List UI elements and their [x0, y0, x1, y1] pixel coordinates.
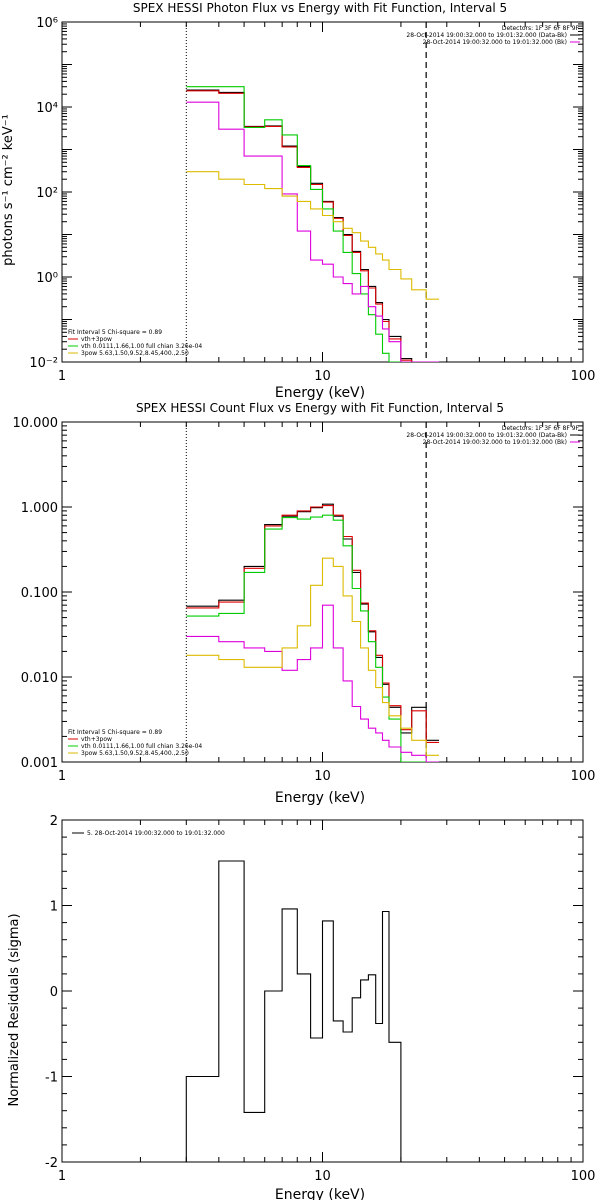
residuals-panel: Energy (keV) Normalized Residuals (sigma…: [7, 814, 595, 1200]
header-legend-text: 28-Oct-2014 19:00:32.000 to 19:01:32.000…: [406, 32, 567, 39]
y-tick-label: 0.010: [21, 671, 58, 686]
legend-text: 5. 28-Oct-2014 19:00:32.000 to 19:01:32.…: [87, 830, 225, 837]
y-tick-label: 10.000: [13, 416, 59, 431]
x-tick-label: 1: [58, 1169, 66, 1184]
photon-flux-panel: SPEX HESSI Photon Flux vs Energy with Fi…: [1, 1, 595, 401]
header-legend-text: 28-Oct-2014 19:00:32.000 to 19:01:32.000…: [406, 432, 567, 439]
series-line: [186, 90, 439, 362]
header-legend-text: Detectors: 1F 3F 6F 8F 9F: [502, 25, 580, 32]
series-line: [186, 514, 439, 762]
series-line: [186, 505, 439, 743]
y-tick-label: -1: [45, 1071, 58, 1086]
y-tick-label: 10²: [36, 186, 58, 201]
x-axis-label: Energy (keV): [275, 1187, 365, 1200]
plot-frame: [61, 421, 584, 763]
series-line: [186, 101, 439, 362]
fit-legend-text: vth+3pow: [81, 336, 112, 343]
header-legend-text: 28-Oct-2014 19:00:32.000 to 19:01:32.000…: [423, 439, 567, 446]
y-tick-label: -2: [45, 1156, 58, 1171]
series-line: [186, 171, 439, 300]
x-tick-label: 10: [314, 1169, 331, 1184]
y-tick-label: 0: [50, 985, 58, 1000]
fit-legend-text: 3pow 5.63,1.50,9.52,8.45,400.,2.50: [81, 750, 189, 757]
count-flux-panel: SPEX HESSI Count Flux vs Energy with Fit…: [13, 401, 596, 806]
x-tick-label: 1: [58, 769, 66, 784]
x-axis-label: Energy (keV): [275, 790, 365, 806]
fit-legend-text: vth 0.0111,1.66,1.00 full chian 3.26e-04: [81, 743, 202, 750]
series-line: [185, 860, 427, 1162]
fit-legend-text: vth+3pow: [81, 736, 112, 743]
fit-legend-text: Fit Interval 5 Chi-square = 0.89: [68, 329, 162, 336]
y-tick-label: 10⁴: [36, 101, 58, 116]
fit-legend-text: Fit Interval 5 Chi-square = 0.89: [68, 729, 162, 736]
y-axis-label: photons s⁻¹ cm⁻² keV⁻¹: [1, 114, 16, 266]
y-axis-label: Normalized Residuals (sigma): [7, 913, 22, 1106]
y-tick-label: 0.100: [21, 586, 58, 601]
series-line: [186, 557, 439, 756]
chart-title: SPEX HESSI Photon Flux vs Energy with Fi…: [133, 1, 507, 15]
y-tick-label: 0.001: [21, 756, 58, 771]
y-tick-label: 10⁶: [36, 16, 58, 31]
y-tick-label: 2: [50, 814, 58, 829]
fit-legend-text: vth 0.0111,1.66,1.00 full chian 3.26e-04: [81, 343, 202, 350]
fit-legend-text: 3pow 5.63,1.50,9.52,8.45,400.,2.50: [81, 350, 189, 357]
series-line: [186, 503, 439, 741]
x-tick-label: 10: [314, 769, 331, 784]
x-tick-label: 100: [571, 769, 596, 784]
header-legend-text: Detectors: 1F 3F 6F 8F 9F: [502, 425, 580, 432]
x-axis-label: Energy (keV): [275, 385, 365, 401]
chart-title: SPEX HESSI Count Flux vs Energy with Fit…: [136, 401, 504, 415]
x-tick-label: 1: [58, 369, 66, 384]
x-tick-label: 10: [314, 369, 331, 384]
series-line: [186, 89, 439, 362]
y-tick-label: 10⁰: [36, 271, 58, 286]
x-tick-label: 100: [571, 369, 596, 384]
header-legend-text: 28-Oct-2014 19:00:32.000 to 19:01:32.000…: [423, 39, 567, 46]
y-tick-label: 10⁻²: [29, 356, 58, 371]
y-tick-label: 1.000: [21, 501, 58, 516]
series-line: [186, 86, 439, 362]
x-tick-label: 100: [571, 1169, 596, 1184]
series-line: [186, 604, 439, 762]
y-tick-label: 1: [50, 900, 58, 915]
